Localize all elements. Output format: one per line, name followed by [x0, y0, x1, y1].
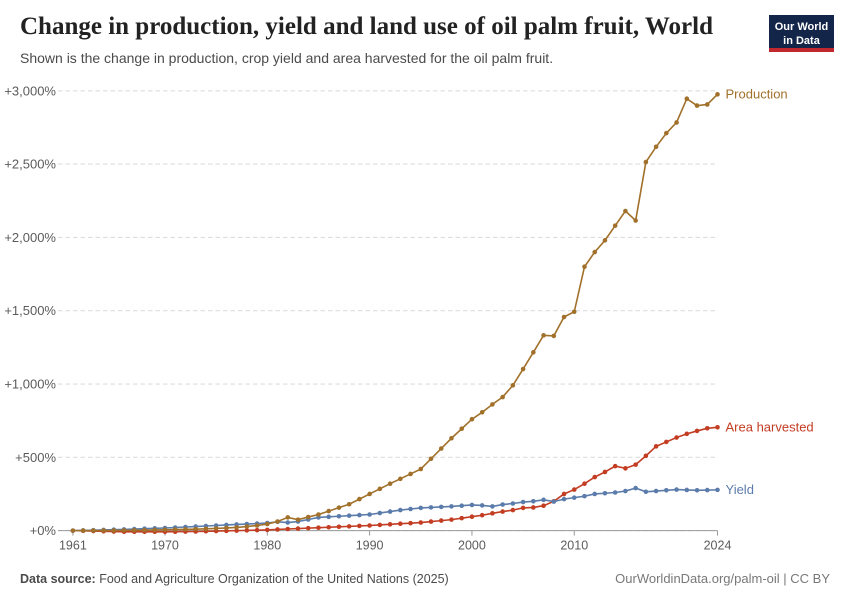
- svg-text:1961: 1961: [59, 539, 87, 553]
- svg-text:+1,000%: +1,000%: [4, 377, 56, 392]
- svg-text:1970: 1970: [151, 539, 179, 553]
- svg-text:Yield: Yield: [726, 482, 754, 497]
- svg-text:+0%: +0%: [30, 523, 57, 538]
- svg-text:2000: 2000: [458, 539, 486, 553]
- svg-text:+2,500%: +2,500%: [4, 157, 56, 172]
- svg-text:Production: Production: [726, 86, 788, 101]
- svg-text:1980: 1980: [253, 539, 281, 553]
- svg-text:+500%: +500%: [15, 450, 56, 465]
- svg-text:Area harvested: Area harvested: [726, 419, 814, 434]
- svg-text:2024: 2024: [704, 539, 732, 553]
- svg-text:+3,000%: +3,000%: [4, 83, 56, 98]
- svg-text:2010: 2010: [560, 539, 588, 553]
- svg-text:+2,000%: +2,000%: [4, 230, 56, 245]
- svg-text:1990: 1990: [356, 539, 384, 553]
- svg-text:+1,500%: +1,500%: [4, 303, 56, 318]
